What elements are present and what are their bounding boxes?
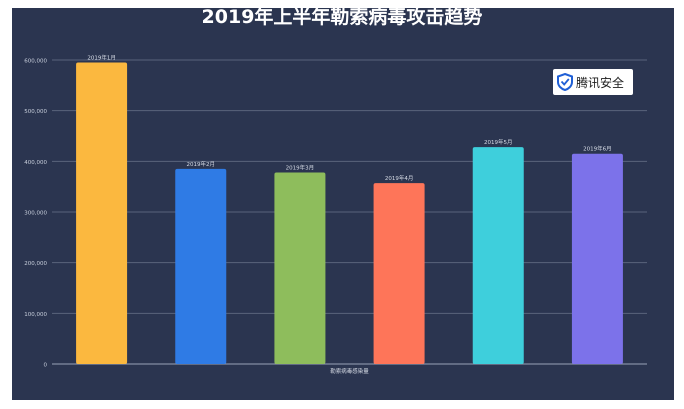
logo-text: 腾讯安全 xyxy=(576,75,625,90)
bar-data-label: 2019年3月 xyxy=(286,163,315,171)
y-tick-label: 500,000 xyxy=(24,109,47,115)
y-tick-label: 100,000 xyxy=(24,312,47,318)
bar-data-label: 2019年6月 xyxy=(583,145,612,153)
tencent-security-shield-icon xyxy=(557,72,573,92)
bar xyxy=(274,172,326,364)
y-tick-label: 200,000 xyxy=(24,261,47,267)
bar xyxy=(373,183,425,364)
bar xyxy=(175,168,227,364)
y-tick-label: 400,000 xyxy=(24,160,47,166)
y-tick-label: 0 xyxy=(44,363,48,369)
chart-title: 2019年上半年勒索病毒攻击趋势 xyxy=(201,6,483,28)
x-axis-label: 勒索病毒感染量 xyxy=(330,367,369,375)
y-tick-label: 300,000 xyxy=(24,211,47,217)
bar xyxy=(76,62,128,365)
bar-data-label: 2019年4月 xyxy=(385,174,414,182)
y-tick-label: 600,000 xyxy=(24,59,47,65)
tencent-security-logo: 腾讯安全 xyxy=(553,69,633,95)
bar-data-label: 2019年5月 xyxy=(484,138,513,146)
bar xyxy=(472,147,524,364)
bar xyxy=(571,153,623,364)
bar-data-label: 2019年2月 xyxy=(187,160,216,168)
bar-data-label: 2019年1月 xyxy=(87,54,116,62)
